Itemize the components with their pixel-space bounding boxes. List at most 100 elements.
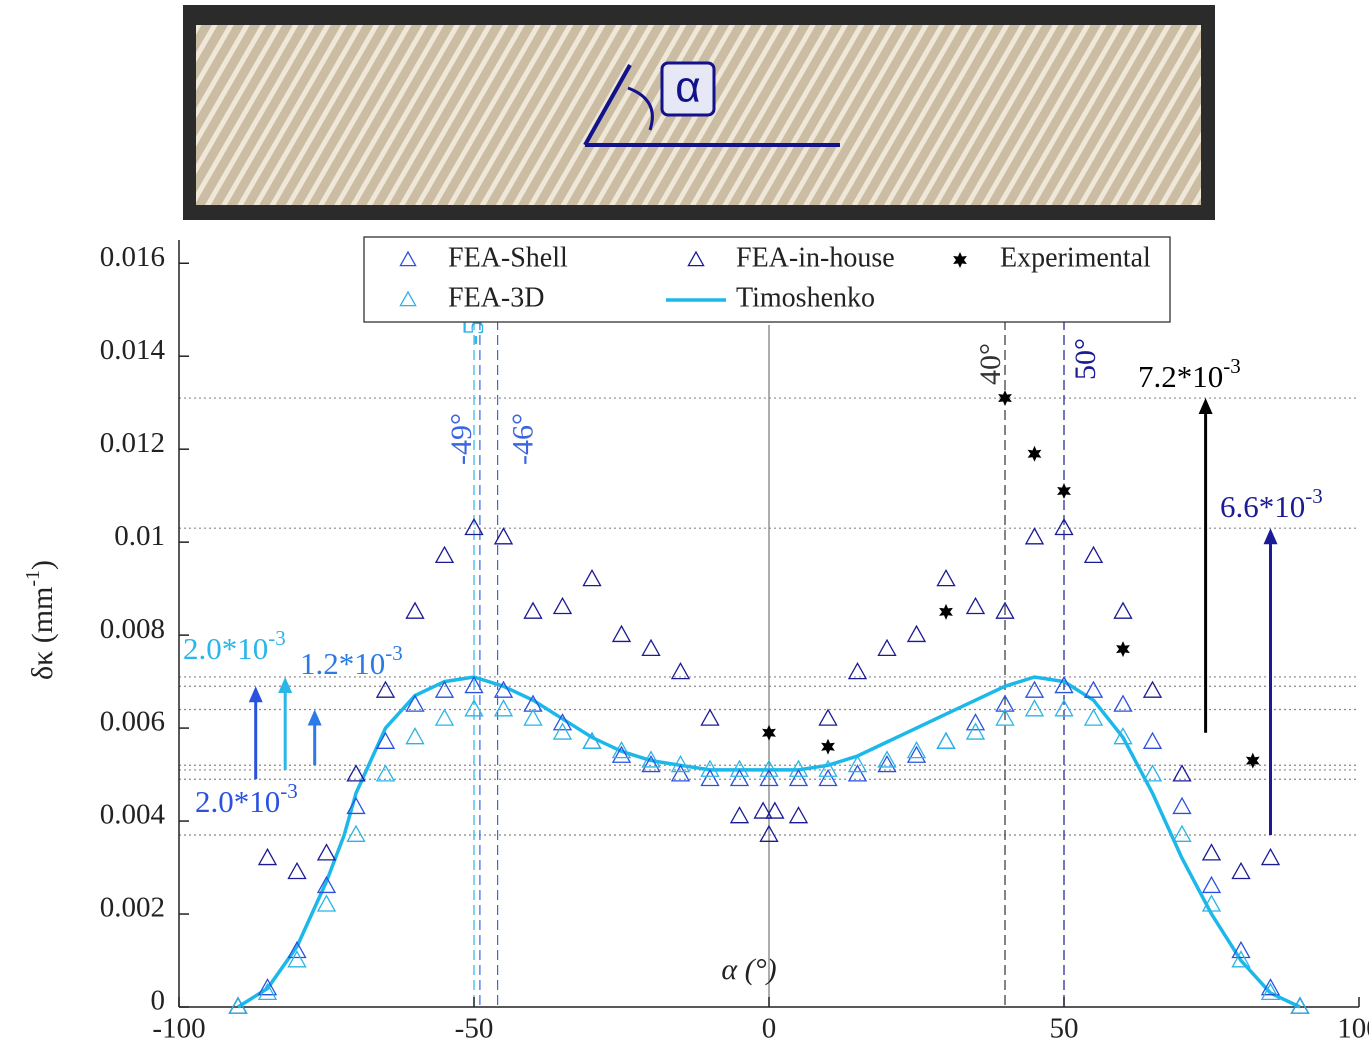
data-point — [1085, 547, 1102, 562]
arrow-label: 2.0*10-3 — [195, 779, 298, 819]
data-point — [939, 604, 953, 620]
data-point — [1232, 863, 1249, 878]
arrow-head — [249, 686, 263, 702]
data-point — [937, 733, 954, 748]
x-tick-label: -50 — [455, 1013, 494, 1045]
data-point — [819, 710, 836, 725]
reference-label: -46° — [506, 413, 539, 465]
data-point — [1026, 682, 1043, 697]
data-point — [937, 733, 954, 748]
angle-label: α — [675, 63, 700, 112]
arrow-label: 2.0*10-3 — [183, 626, 286, 666]
data-point — [406, 603, 423, 618]
data-point — [908, 626, 925, 641]
data-point — [583, 570, 600, 585]
legend-label: Timoshenko — [736, 282, 875, 313]
data-point — [1262, 849, 1279, 864]
data-point — [1173, 766, 1190, 781]
y-axis-label: δκ (mm-1) — [22, 560, 59, 680]
arrow-label-main: 6.6*10 — [1220, 489, 1305, 524]
data-point — [406, 728, 423, 743]
figure: α -50°-49°-46°40°50°00.0020.0040.0060.00… — [0, 0, 1369, 1047]
data-point — [1026, 529, 1043, 544]
arrow-label-sup: -3 — [1305, 484, 1323, 508]
arrow-head — [308, 709, 322, 725]
data-point — [1173, 798, 1190, 813]
x-tick-label: 0 — [762, 1013, 777, 1045]
arrow-head — [1264, 528, 1278, 544]
arrow-label: 1.2*10-3 — [300, 641, 403, 681]
data-point — [672, 663, 689, 678]
data-point — [821, 739, 835, 755]
photo: α — [183, 5, 1215, 220]
data-point — [849, 663, 866, 678]
data-point — [967, 598, 984, 613]
legend-label: FEA-3D — [448, 282, 544, 313]
data-point — [288, 863, 305, 878]
data-point — [524, 710, 541, 725]
data-point — [1116, 641, 1130, 657]
data-point — [878, 756, 895, 771]
data-point — [318, 845, 335, 860]
y-axis-label-main: δκ (mm — [26, 587, 59, 680]
data-point — [1026, 700, 1043, 715]
data-point — [762, 725, 776, 741]
reference-label: 40° — [974, 343, 1007, 385]
data-point — [878, 640, 895, 655]
x-axis-label: α (°) — [721, 953, 776, 986]
y-tick-label: 0.008 — [100, 613, 165, 645]
data-point — [554, 598, 571, 613]
arrow-head — [278, 677, 292, 693]
data-point — [908, 742, 925, 757]
x-tick-label: -100 — [152, 1013, 205, 1045]
data-point — [436, 547, 453, 562]
y-tick-label: 0.004 — [100, 799, 166, 831]
data-point — [1173, 826, 1190, 841]
legend-label: FEA-Shell — [448, 242, 568, 273]
data-point — [613, 626, 630, 641]
arrow-head — [1199, 398, 1213, 414]
data-point — [259, 849, 276, 864]
arrow-label-main: 2.0*10 — [195, 784, 280, 819]
arrow-label-sup: -3 — [385, 641, 403, 665]
arrow-label: 6.6*10-3 — [1220, 484, 1323, 524]
data-point — [436, 710, 453, 725]
data-point — [731, 807, 748, 822]
y-tick-label: 0.01 — [114, 520, 165, 552]
data-point — [1114, 603, 1131, 618]
data-point — [701, 710, 718, 725]
data-point — [1246, 753, 1260, 769]
data-point — [1057, 483, 1071, 499]
arrow-label-sup: -3 — [280, 779, 298, 803]
data-point — [377, 682, 394, 697]
arrow-label-sup: -3 — [1223, 354, 1241, 378]
y-tick-label: 0.012 — [100, 427, 165, 459]
data-point — [790, 807, 807, 822]
data-point — [878, 752, 895, 767]
reference-label: -49° — [445, 413, 478, 465]
data-point — [524, 603, 541, 618]
x-tick-label: 100 — [1337, 1013, 1369, 1045]
arrow-label-sup: -3 — [268, 626, 286, 650]
arrow-label-main: 2.0*10 — [183, 631, 268, 666]
data-point — [1203, 877, 1220, 892]
y-axis-label-sup: -1 — [22, 570, 44, 587]
y-axis-label-end: ) — [26, 560, 59, 570]
data-point — [1203, 845, 1220, 860]
arrow-label-main: 7.2*10 — [1138, 359, 1223, 394]
data-point — [1028, 446, 1042, 462]
data-point — [377, 766, 394, 781]
data-point — [1144, 682, 1161, 697]
data-point — [347, 826, 364, 841]
data-point — [1144, 733, 1161, 748]
data-point — [1114, 696, 1131, 711]
data-point — [642, 640, 659, 655]
x-tick-label: 50 — [1050, 1013, 1079, 1045]
reference-label: 50° — [1069, 338, 1102, 380]
arrow-label-main: 1.2*10 — [300, 646, 385, 681]
data-point — [967, 714, 984, 729]
y-tick-label: 0.006 — [100, 706, 165, 738]
legend-label: FEA-in-house — [736, 242, 895, 273]
arrow-label: 7.2*10-3 — [1138, 354, 1241, 394]
y-tick-label: 0.014 — [100, 334, 166, 366]
